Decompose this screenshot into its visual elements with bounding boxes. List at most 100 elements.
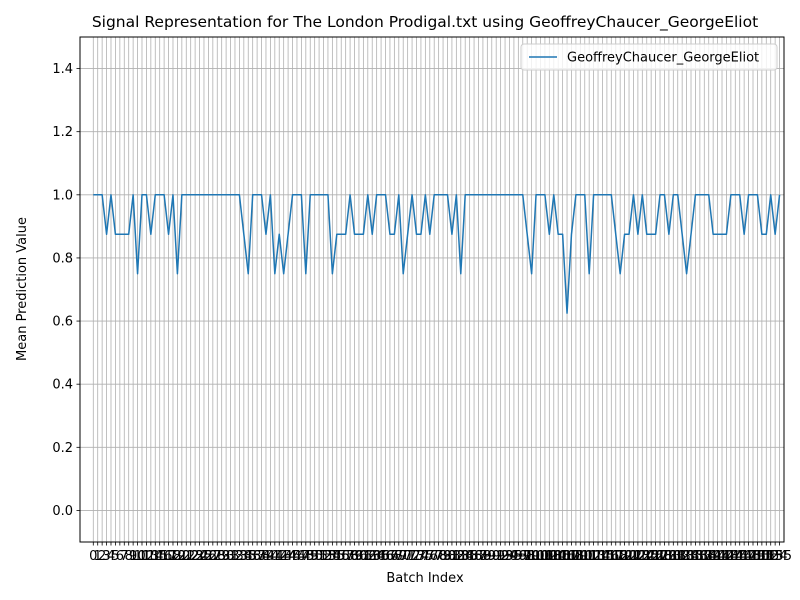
x-tick-label: 82: [448, 549, 465, 564]
x-tick-label: 6: [116, 549, 124, 564]
x-tick-label: 111: [572, 549, 597, 564]
x-tick-label: 28: [209, 549, 226, 564]
x-tick-label: 34: [236, 549, 253, 564]
x-tick-label: 27: [205, 549, 222, 564]
x-tick-label: 142: [710, 549, 735, 564]
x-tick-label: 12: [138, 549, 155, 564]
y-axis-ticks: 0.0 0.2 0.4 0.6 0.8 1.0 1.2 1.4: [52, 62, 80, 519]
x-tick-label: 134: [674, 549, 699, 564]
x-tick-label: 98: [519, 549, 536, 564]
x-tick-label: 24: [191, 549, 208, 564]
x-tick-label: 87: [470, 549, 487, 564]
x-tick-label: 108: [559, 549, 584, 564]
x-tick-label: 10: [129, 549, 146, 564]
x-tick-label: 62: [360, 549, 377, 564]
x-tick-label: 113: [581, 549, 606, 564]
y-axis-label: Mean Prediction Value: [15, 217, 30, 361]
x-tick-label: 65: [373, 549, 390, 564]
x-tick-label: 131: [661, 549, 686, 564]
x-gridlines: [92, 37, 780, 542]
series-layer: [93, 194, 781, 314]
x-tick-label: 112: [577, 549, 602, 564]
chart-title: Signal Representation for The London Pro…: [92, 13, 758, 32]
x-tick-label: 2: [98, 549, 106, 564]
x-tick-label: 16: [156, 549, 173, 564]
x-tick-label: 136: [683, 549, 708, 564]
x-tick-label: 59: [346, 549, 363, 564]
x-tick-label: 104: [541, 549, 566, 564]
y-tick-label: 1.0: [52, 188, 73, 203]
x-tick-label: 37: [249, 549, 266, 564]
x-tick-label: 39: [258, 549, 275, 564]
x-tick-label: 102: [532, 549, 557, 564]
x-tick-label: 0: [89, 549, 97, 564]
x-tick-label: 125: [634, 549, 659, 564]
x-tick-label: 93: [497, 549, 514, 564]
x-tick-label: 38: [253, 549, 270, 564]
x-tick-label: 54: [324, 549, 341, 564]
x-tick-label: 127: [643, 549, 668, 564]
x-axis-label: Batch Index: [386, 571, 464, 586]
x-tick-label: 141: [705, 549, 730, 564]
x-tick-label: 139: [696, 549, 721, 564]
plot-frame: [79, 36, 785, 543]
x-tick-label: 14: [147, 549, 164, 564]
x-tick-label: 153: [758, 549, 783, 564]
x-tick-label: 120: [612, 549, 637, 564]
y-tick-label: 0.8: [52, 251, 73, 266]
x-tick-label: 72: [404, 549, 421, 564]
x-tick-label: 84: [457, 549, 474, 564]
legend-box: [520, 43, 778, 71]
x-tick-label: 79: [435, 549, 452, 564]
x-tick-label: 5: [111, 549, 119, 564]
x-tick-label: 101: [528, 549, 553, 564]
x-tick-label: 85: [461, 549, 478, 564]
x-tick-label: 17: [160, 549, 177, 564]
x-tick-label: 147: [732, 549, 757, 564]
x-tick-label: 35: [240, 549, 257, 564]
x-tick-label: 145: [723, 549, 748, 564]
x-tick-label: 138: [692, 549, 717, 564]
x-tick-label: 78: [430, 549, 447, 564]
series-line: [93, 194, 781, 314]
x-tick-label: 76: [422, 549, 439, 564]
x-tick-label: 25: [196, 549, 213, 564]
legend: GeoffreyChaucer_GeorgeEliot: [520, 43, 778, 71]
x-tick-label: 114: [586, 549, 611, 564]
x-tick-label: 33: [231, 549, 248, 564]
x-tick-label: 40: [262, 549, 279, 564]
x-tick-label: 45: [284, 549, 301, 564]
x-tick-label: 96: [510, 549, 527, 564]
x-tick-label: 61: [355, 549, 372, 564]
x-tick-label: 15: [151, 549, 168, 564]
x-tick-label: 69: [391, 549, 408, 564]
x-tick-label: 19: [169, 549, 186, 564]
x-tick-label: 99: [523, 549, 540, 564]
x-tick-label: 105: [546, 549, 571, 564]
x-tick-label: 83: [453, 549, 470, 564]
x-tick-label: 123: [625, 549, 650, 564]
x-tick-label: 77: [426, 549, 443, 564]
x-tick-label: 8: [125, 549, 133, 564]
x-tick-label: 97: [514, 549, 531, 564]
x-tick-label: 103: [537, 549, 562, 564]
x-tick-label: 48: [298, 549, 315, 564]
x-tick-label: 144: [718, 549, 743, 564]
x-tick-label: 88: [475, 549, 492, 564]
x-tick-label: 149: [741, 549, 766, 564]
x-tick-label: 44: [280, 549, 297, 564]
x-tick-label: 135: [679, 549, 704, 564]
x-tick-label: 148: [736, 549, 761, 564]
x-tick-label: 32: [227, 549, 244, 564]
x-tick-label: 46: [289, 549, 306, 564]
x-tick-label: 64: [368, 549, 385, 564]
y-tick-label: 0.6: [52, 315, 73, 330]
x-tick-label: 146: [727, 549, 752, 564]
x-tick-label: 22: [182, 549, 199, 564]
x-tick-label: 36: [244, 549, 261, 564]
x-tick-label: 47: [293, 549, 310, 564]
x-tick-label: 11: [134, 549, 151, 564]
x-tick-label: 118: [603, 549, 628, 564]
x-tick-label: 53: [320, 549, 337, 564]
